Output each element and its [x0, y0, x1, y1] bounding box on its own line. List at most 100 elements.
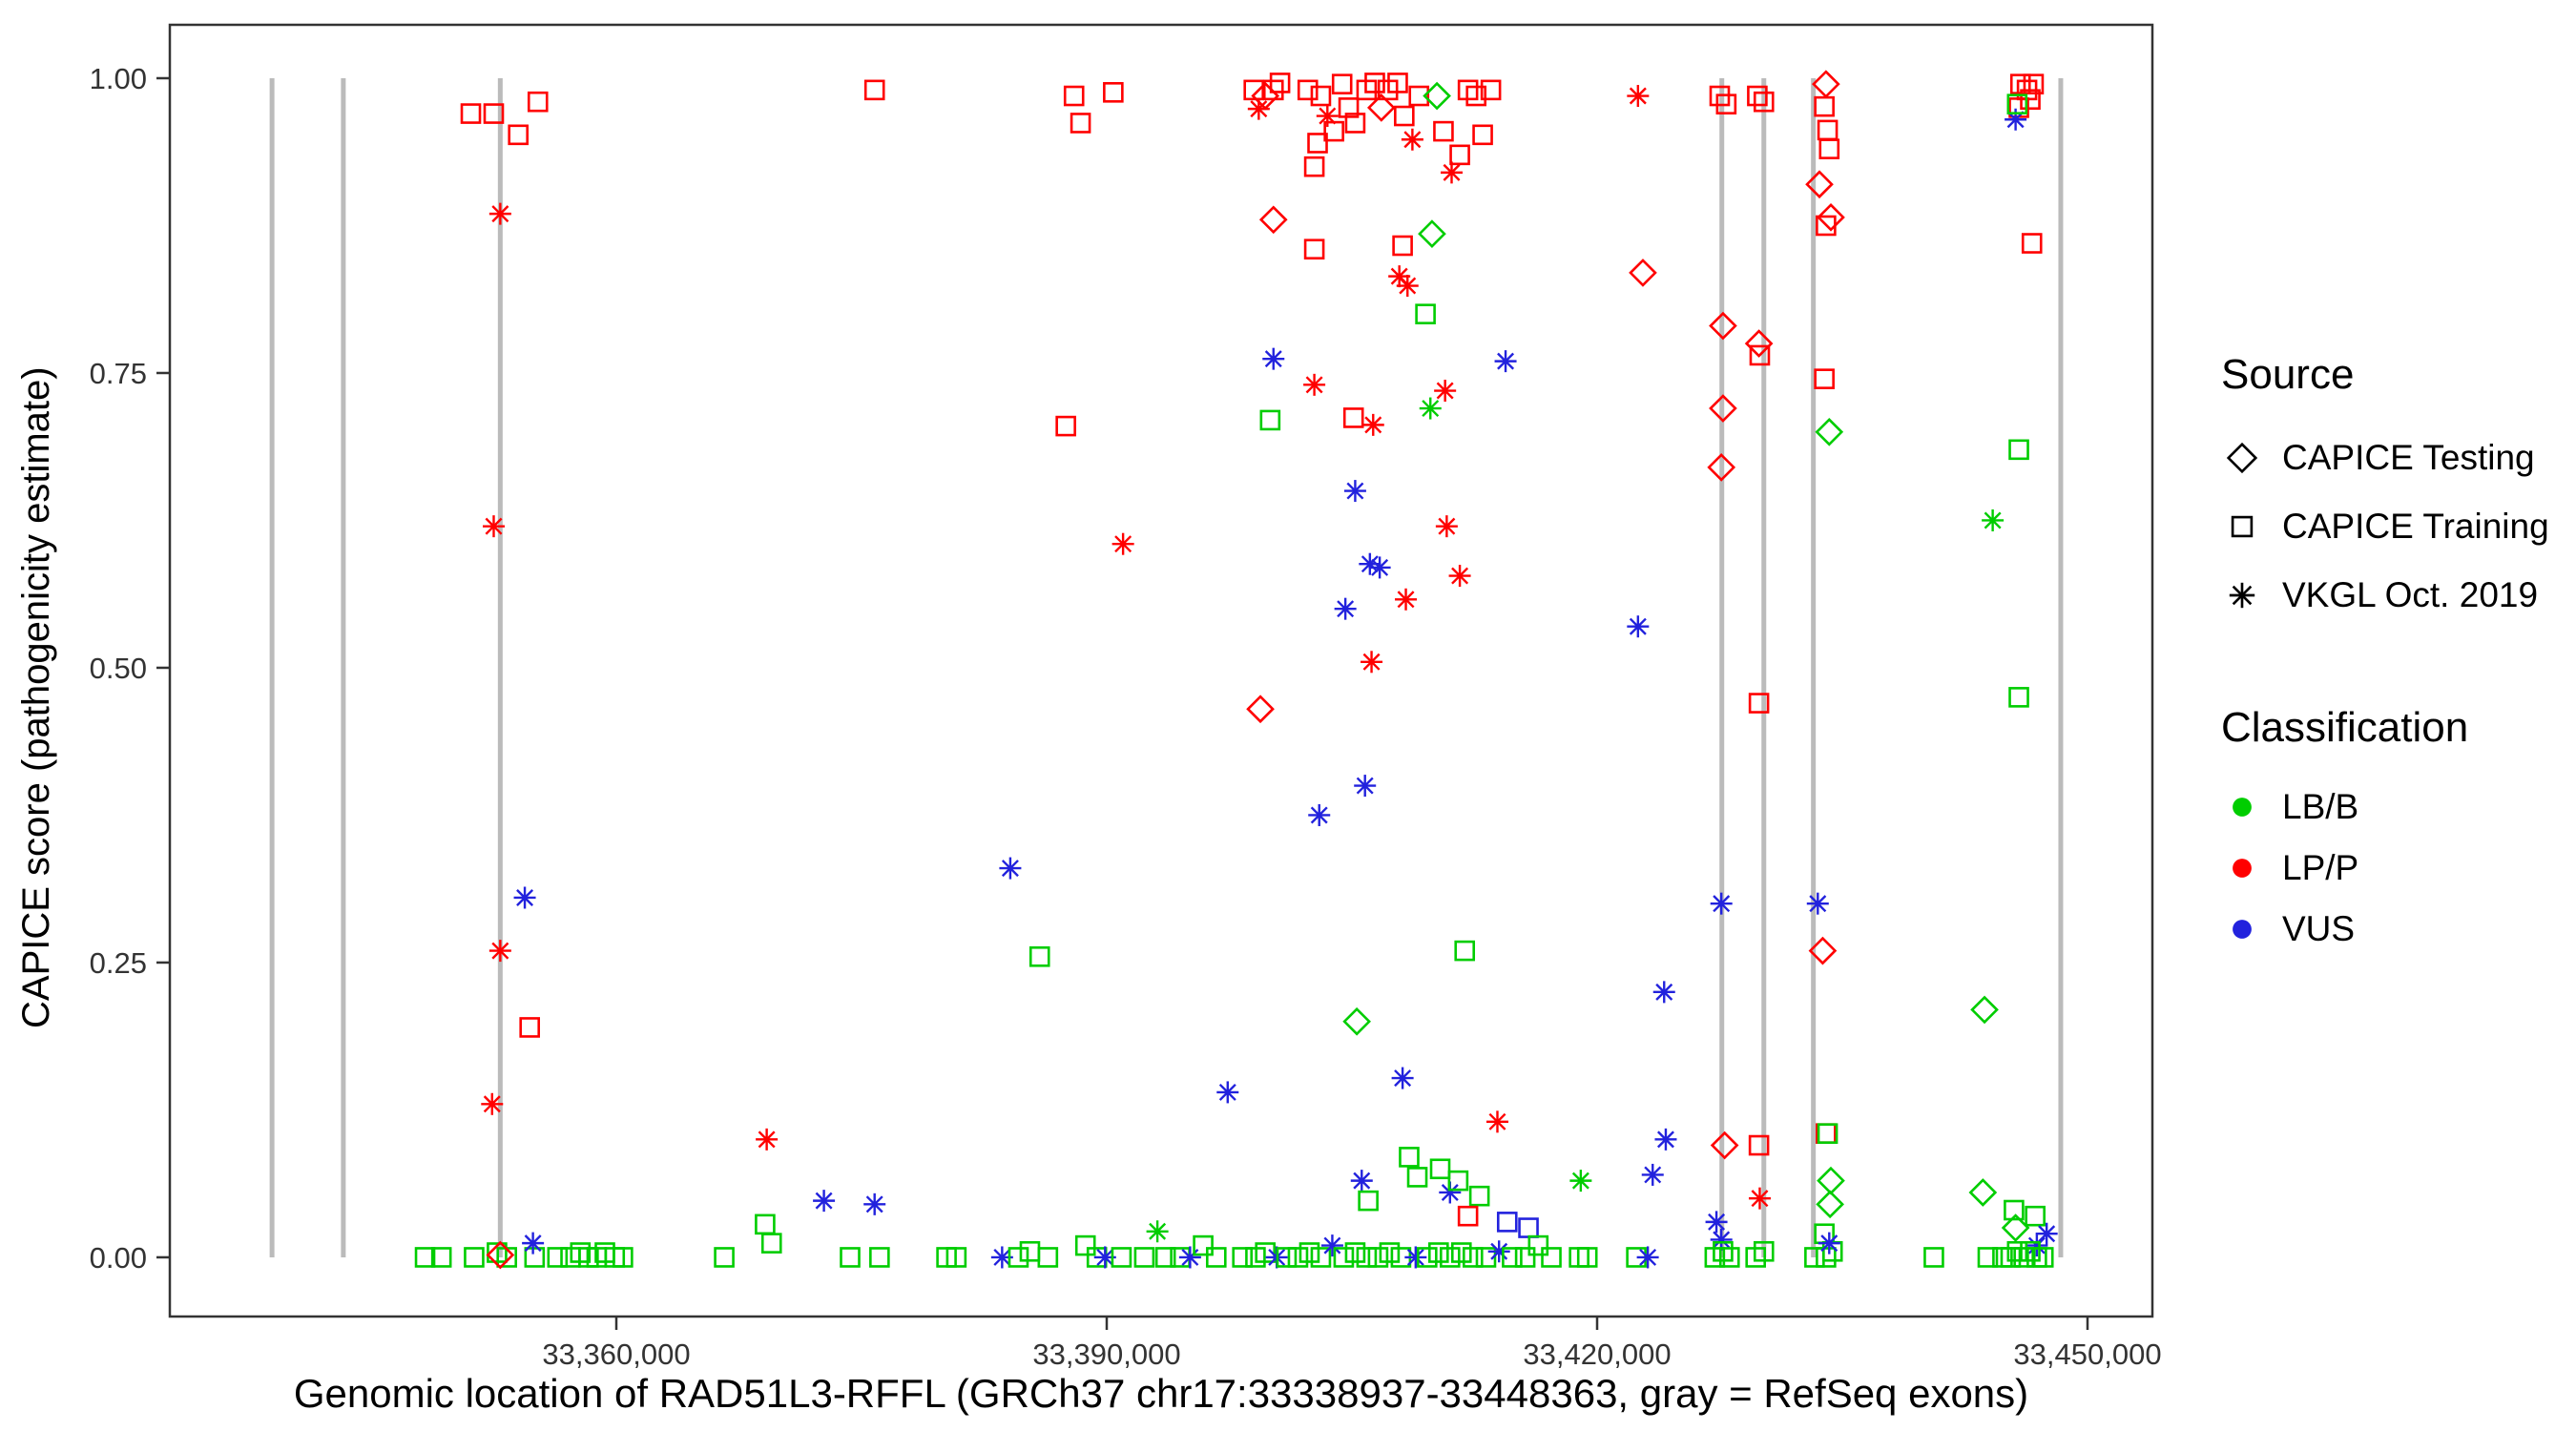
data-point	[522, 1232, 545, 1255]
data-point	[1333, 1247, 1355, 1268]
data-point	[2006, 93, 2028, 114]
data-point	[863, 1192, 886, 1215]
data-point	[1356, 1247, 1378, 1268]
data-point	[756, 1128, 779, 1151]
x-tick-label: 33,450,000	[2013, 1338, 2161, 1371]
data-point	[1269, 73, 1291, 93]
data-point	[1008, 1247, 1029, 1268]
data-point	[813, 1190, 836, 1213]
data-point	[1970, 995, 1999, 1025]
data-point	[1316, 105, 1339, 128]
data-point	[1815, 417, 1844, 446]
data-point	[1063, 85, 1085, 107]
data-point	[1450, 1242, 1472, 1263]
data-point	[945, 1247, 967, 1268]
legend-item-capice-training: CAPICE Training	[2221, 492, 2549, 561]
x-tick-label: 33,390,000	[1032, 1338, 1180, 1371]
data-point	[1817, 1123, 1839, 1144]
data-point	[1133, 1247, 1155, 1268]
data-point	[1468, 1185, 1490, 1207]
data-point	[1344, 1242, 1366, 1263]
data-point	[1419, 397, 1442, 420]
data-point	[1710, 1130, 1739, 1160]
data-point	[1404, 1246, 1427, 1269]
data-point	[2006, 1240, 2028, 1262]
y-tick-label: 0.75	[90, 357, 147, 390]
red-dot-icon	[2233, 859, 2252, 878]
data-point	[1817, 119, 1839, 141]
data-point	[1297, 79, 1319, 101]
data-point	[1744, 329, 1774, 358]
data-point	[1368, 556, 1391, 579]
legend-item-vkgl: VKGL Oct. 2019	[2221, 561, 2549, 630]
data-point	[1705, 1211, 1728, 1234]
data-point	[1808, 936, 1838, 965]
data-point	[1454, 940, 1476, 962]
data-point	[2008, 687, 2029, 708]
data-point	[1342, 1006, 1371, 1036]
data-point	[1246, 695, 1275, 724]
data-point	[840, 1247, 861, 1268]
legend-label: CAPICE Training	[2282, 507, 2549, 546]
data-point	[1276, 1247, 1298, 1268]
data-point	[1710, 1228, 1733, 1251]
data-point	[1298, 1242, 1320, 1263]
data-point	[1408, 85, 1430, 107]
data-point	[1439, 1247, 1461, 1268]
data-point	[1923, 1247, 1944, 1268]
data-point	[2025, 1205, 2046, 1227]
data-point	[1480, 79, 1502, 101]
data-point	[1814, 1223, 1835, 1245]
data-point	[1747, 85, 1768, 107]
data-point	[1485, 1110, 1508, 1133]
legend-classification-title: Classification	[2221, 704, 2469, 751]
data-point	[1629, 259, 1657, 287]
data-point	[1487, 1240, 1510, 1263]
data-point	[1434, 380, 1457, 403]
data-point	[486, 1240, 515, 1270]
data-point	[1111, 1247, 1132, 1268]
data-point	[1303, 373, 1326, 396]
data-point	[1037, 1247, 1059, 1268]
data-point	[1307, 133, 1328, 154]
data-point	[1350, 1170, 1373, 1192]
data-point	[1394, 105, 1415, 127]
data-point	[1472, 124, 1493, 146]
data-point	[1401, 128, 1423, 151]
data-point	[1303, 156, 1325, 177]
data-point	[464, 1247, 485, 1268]
data-point	[1193, 1234, 1214, 1256]
data-point	[1258, 205, 1288, 235]
legend-label: LP/P	[2282, 848, 2359, 887]
data-point	[2023, 73, 2045, 94]
y-tick-label: 0.25	[90, 946, 147, 980]
data-point	[1748, 1134, 1770, 1156]
data-point	[1753, 91, 1775, 113]
data-point	[1391, 1067, 1414, 1089]
data-point	[481, 1092, 504, 1115]
legend-label: LB/B	[2282, 787, 2359, 826]
data-point	[1320, 1234, 1343, 1257]
data-point	[2035, 1222, 2058, 1245]
data-point	[1814, 368, 1835, 389]
data-point	[1718, 1247, 1740, 1268]
data-point	[547, 1247, 569, 1268]
data-point	[1243, 79, 1264, 101]
data-point	[1428, 1242, 1449, 1263]
data-point	[1361, 413, 1384, 436]
data-point	[1396, 275, 1419, 298]
data-point	[1070, 113, 1091, 134]
data-point	[1344, 113, 1366, 134]
data-point	[1527, 1234, 1549, 1256]
data-point	[1518, 1217, 1539, 1238]
data-point	[1805, 170, 1834, 199]
data-point	[1818, 138, 1840, 159]
data-point	[1817, 1166, 1845, 1195]
data-point	[1709, 311, 1737, 341]
y-tick-label: 1.00	[90, 62, 147, 95]
data-point	[1814, 95, 1835, 117]
data-point	[1475, 1247, 1497, 1268]
data-point	[2004, 1199, 2025, 1221]
